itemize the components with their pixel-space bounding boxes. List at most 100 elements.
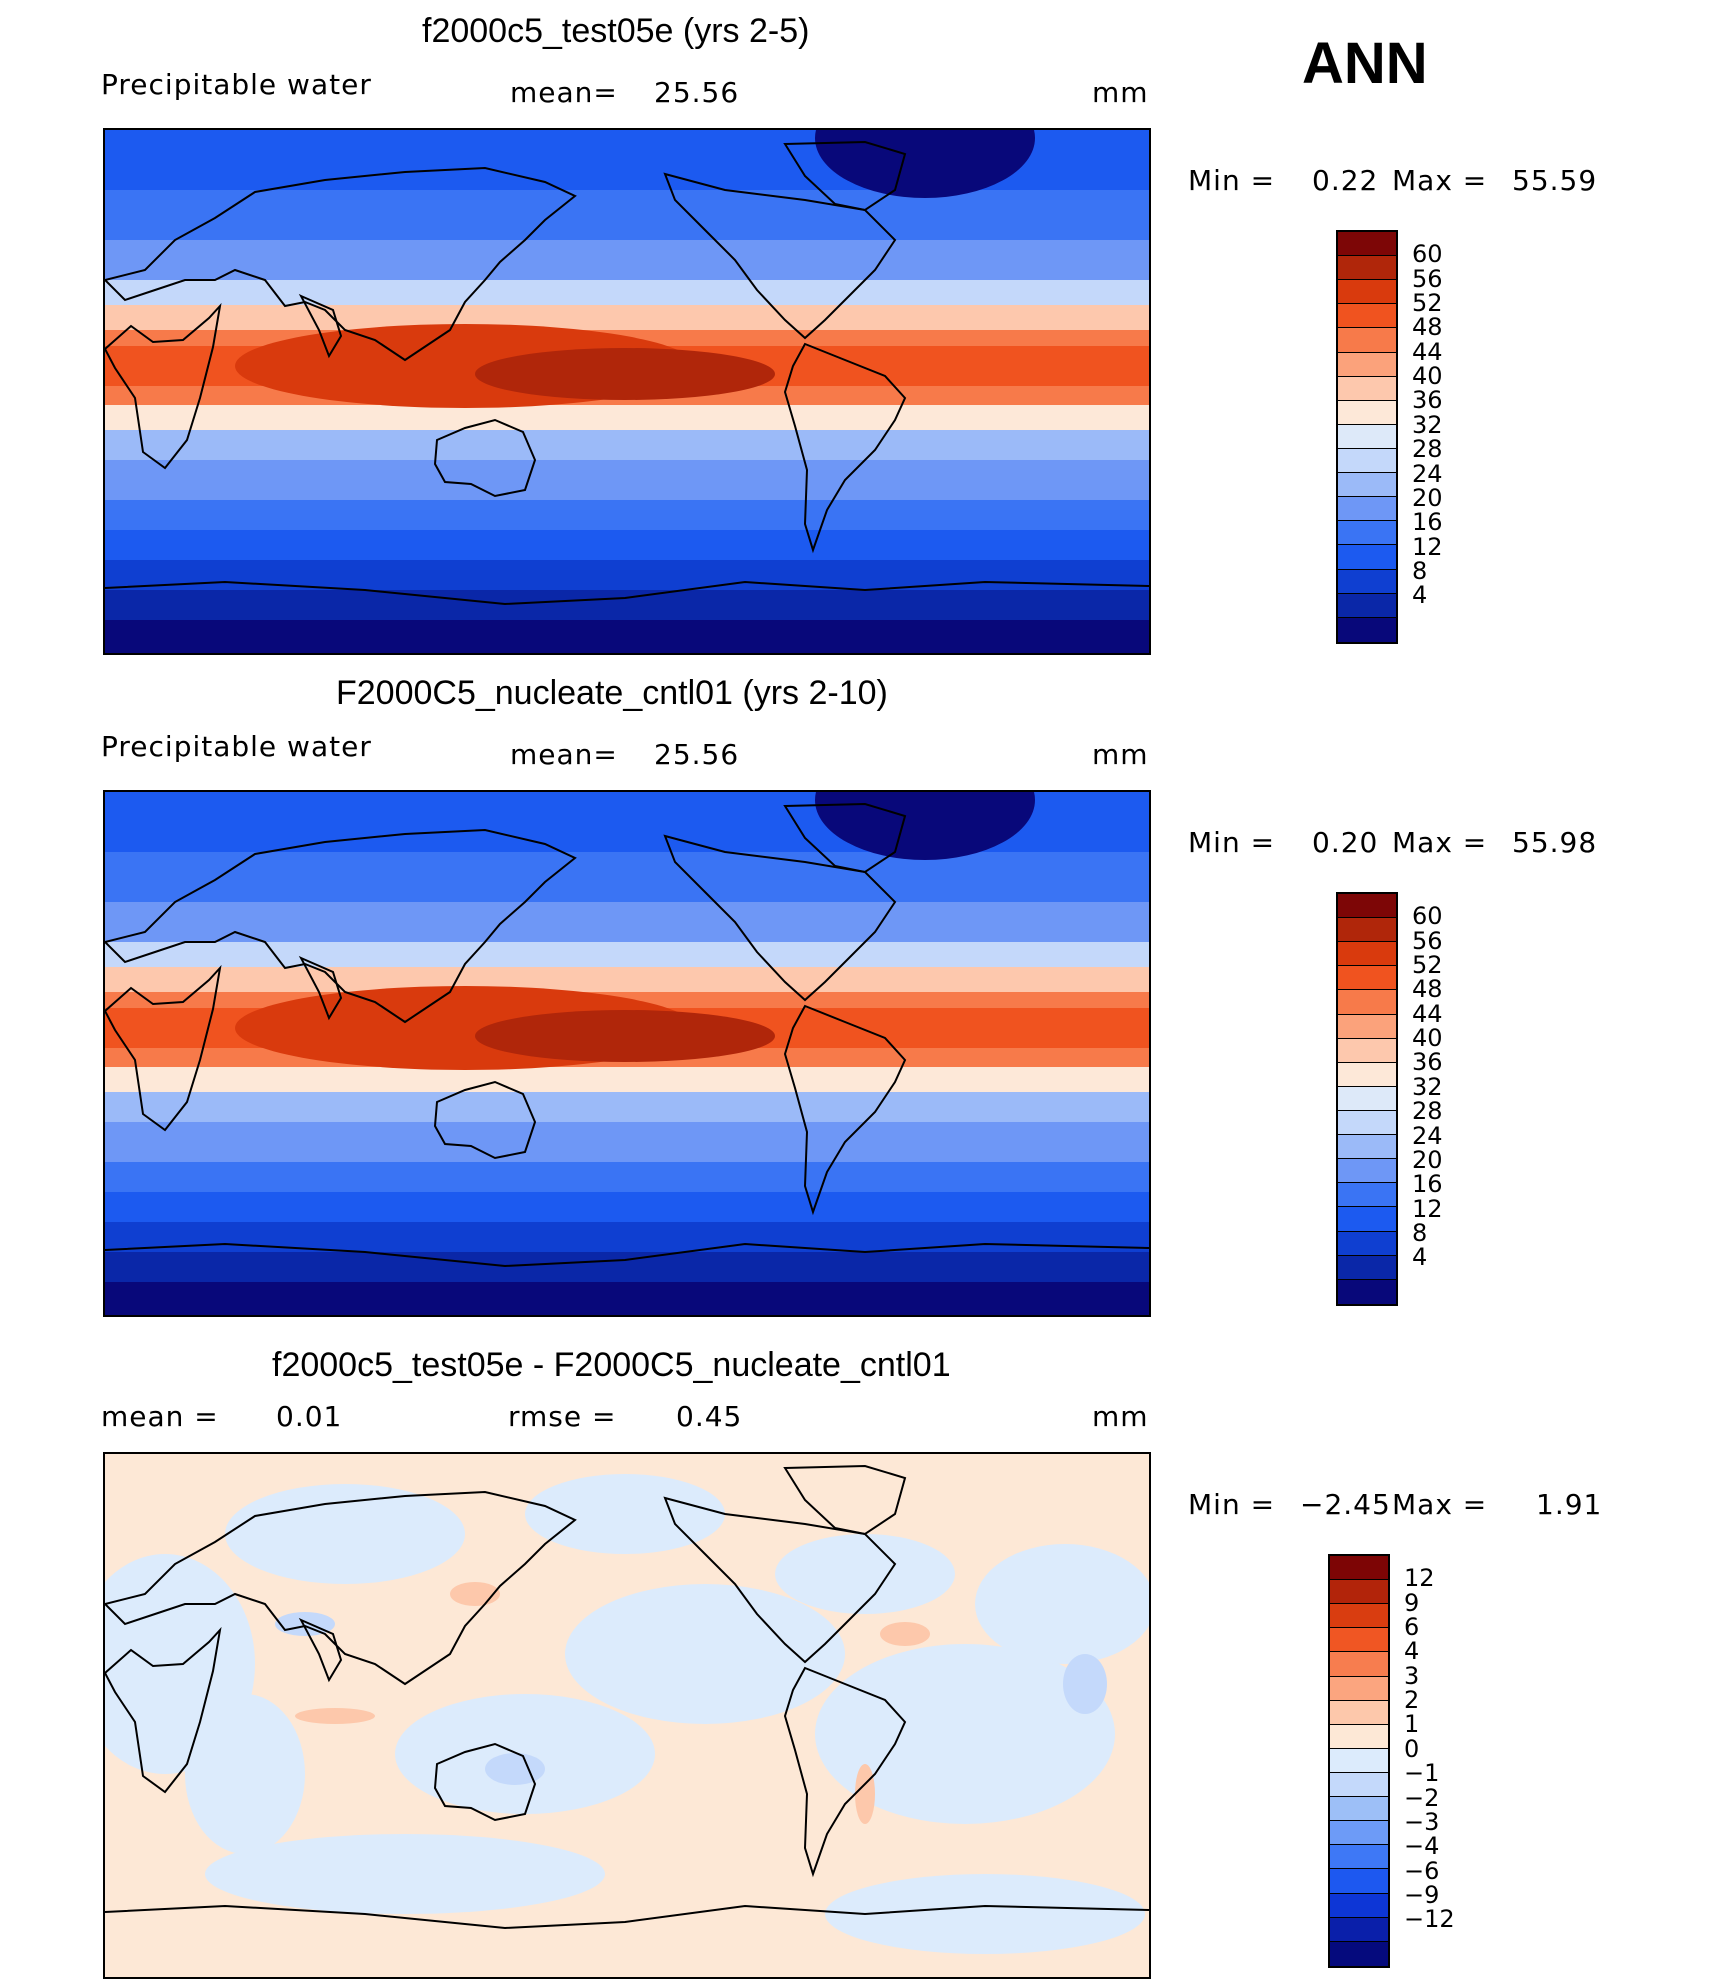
colorbar-swatch [1338,617,1396,642]
panel3-units: mm [1092,1400,1149,1433]
coastline [783,1666,907,1878]
colorbar-tick-label: 20 [1412,1145,1443,1174]
contour-band [105,590,1149,620]
colorbar-swatch [1338,1279,1396,1304]
colorbar-tick-label: 12 [1412,1194,1443,1223]
colorbar-tick-label: −9 [1404,1880,1440,1909]
panel3-title: f2000c5_test05e - F2000C5_nucleate_cntl0… [272,1346,951,1384]
colorbar-tick-label: 12 [1404,1564,1435,1593]
colorbar-swatch [1330,1652,1388,1677]
colorbar-swatch [1338,1159,1396,1184]
negative-anomaly-strong [485,1753,545,1785]
warm-core [475,1010,775,1062]
contour-band [105,1162,1149,1192]
colorbar-tick-label: 20 [1412,483,1443,512]
coastline [105,828,577,1024]
coastline [105,580,1149,606]
colorbar-tick-label: −1 [1404,1759,1440,1788]
colorbar-tick-label: −2 [1404,1783,1440,1812]
colorbar-swatch [1338,328,1396,353]
colorbar-swatch [1330,1845,1388,1870]
colorbar-tick-label: 48 [1412,313,1443,342]
colorbar-swatch [1338,376,1396,401]
colorbar-swatch [1338,1183,1396,1208]
colorbar-swatch [1338,1086,1396,1111]
colorbar-tick-label: 32 [1412,410,1443,439]
panel3-max-value: 1.91 [1536,1488,1603,1521]
panel1-max-label: Max = [1392,164,1488,197]
negative-anomaly [825,1874,1145,1954]
negative-anomaly [815,1644,1115,1824]
colorbar-swatch [1330,1748,1388,1773]
coastline [663,834,897,1002]
negative-anomaly [185,1694,305,1854]
contour-band [105,460,1149,500]
panel1-min-value: 0.22 [1312,164,1379,197]
colorbar-swatch [1338,473,1396,498]
coastline [783,342,907,554]
colorbar-tick-label: 6 [1404,1613,1420,1642]
panel2-map [103,790,1151,1317]
panel3-map [103,1452,1151,1979]
contour-band [105,240,1149,280]
negative-anomaly-strong [275,1612,335,1636]
coastline [783,1004,907,1216]
negative-anomaly [205,1834,605,1914]
contour-band [105,967,1149,992]
colorbar-tick-label: 36 [1412,1048,1443,1077]
colorbar-tick-label: 56 [1412,264,1443,293]
colorbar-tick-label: 28 [1412,435,1443,464]
contour-band [105,1092,1149,1122]
panel3-rmse-value: 0.45 [676,1400,743,1433]
negative-anomaly [565,1584,845,1724]
colorbar-swatch [1338,1135,1396,1160]
panel1-mean-label: mean= [510,76,618,109]
contour-band [105,1282,1149,1315]
colorbar-tick-label: 52 [1412,289,1443,318]
contour-band [105,942,1149,967]
colorbar-tick-label: 4 [1404,1637,1420,1666]
panel2-max-value: 55.98 [1512,826,1598,859]
coastline [433,1742,537,1822]
colorbar-tick-label: 28 [1412,1097,1443,1126]
colorbar-tick-label: 3 [1404,1661,1420,1690]
contour-band [105,852,1149,902]
colorbar-swatch [1338,280,1396,305]
negative-anomaly-strong [1063,1654,1107,1714]
colorbar-swatch [1338,497,1396,522]
colorbar-tick-label: −4 [1404,1832,1440,1861]
colorbar-tick-label: 24 [1412,459,1443,488]
colorbar-tick-label: 2 [1404,1686,1420,1715]
panel1-units: mm [1092,76,1149,109]
colorbar-tick-label: 48 [1412,975,1443,1004]
negative-anomaly [525,1474,725,1554]
colorbar-tick-label: 44 [1412,337,1443,366]
panel3-mean-label: mean = [101,1400,219,1433]
contour-band [105,560,1149,590]
colorbar-swatch [1330,1556,1388,1581]
colorbar-swatch [1330,1724,1388,1749]
colorbar-swatch [1338,593,1396,618]
colorbar-swatch [1338,918,1396,943]
coastline [105,964,222,1132]
colorbar-swatch [1338,1110,1396,1136]
colorbar-swatch [1330,1772,1388,1798]
coastline [783,140,907,212]
positive-anomaly [855,1764,875,1824]
colorbar-swatch [1338,894,1396,919]
colorbar-swatch [1330,1893,1388,1918]
colorbar-tick-label: 12 [1412,532,1443,561]
colorbar-tick-label: 0 [1404,1734,1420,1763]
colorbar-swatch [1338,232,1396,257]
colorbar-swatch [1330,1580,1388,1605]
colorbar-tick-label: 4 [1412,1243,1428,1272]
coastline [783,1464,907,1536]
contour-band [105,405,1149,430]
negative-anomaly [975,1544,1149,1664]
colorbar-swatch [1338,942,1396,967]
contour-band [105,1122,1149,1162]
colorbar-swatch [1338,1062,1396,1087]
panel2-units: mm [1092,738,1149,771]
contour-band [105,190,1149,240]
contour-band [105,430,1149,460]
